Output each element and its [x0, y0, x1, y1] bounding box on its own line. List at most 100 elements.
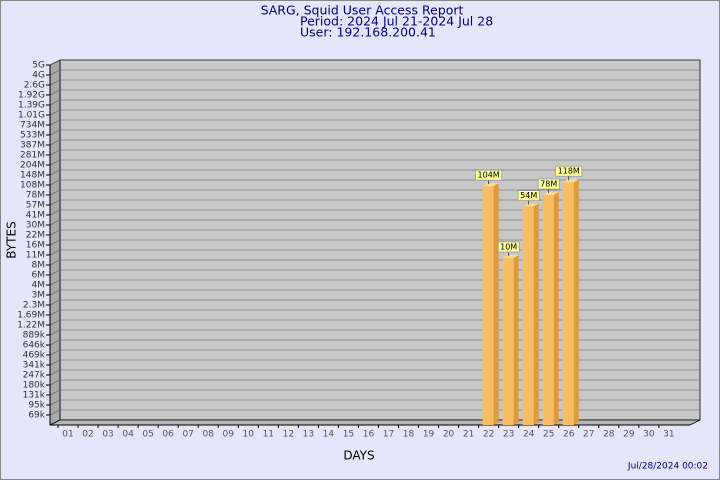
grid-line: [49, 159, 61, 166]
y-tick-label: 4M: [32, 281, 46, 291]
y-tick-label: 108M: [20, 181, 45, 191]
bar-top: [522, 203, 539, 207]
y-tick-label: 180k: [23, 381, 46, 391]
grid-line: [49, 379, 61, 386]
y-tick-label: 646k: [23, 341, 46, 351]
y-tick-label: 387M: [20, 141, 45, 151]
x-tick-label: 22: [483, 430, 494, 440]
x-tick-label: 07: [182, 430, 193, 440]
grid-line: [49, 349, 61, 356]
x-tick-label: 23: [503, 430, 514, 440]
x-tick-label: 25: [543, 430, 554, 440]
grid-line: [49, 209, 61, 216]
value-label: 78M: [540, 180, 557, 189]
grid-line: [49, 369, 61, 376]
grid-line: [49, 179, 61, 186]
bar: [482, 186, 494, 425]
grid-line: [49, 359, 61, 366]
grid-line: [49, 319, 61, 326]
chart-title: SARG, Squid User Access Report: [261, 3, 464, 18]
y-tick-label: 1.22M: [17, 321, 45, 331]
grid-line: [49, 89, 61, 96]
x-tick-label: 27: [583, 430, 594, 440]
x-tick-label: 10: [243, 430, 255, 440]
bar-top: [562, 179, 579, 183]
x-tick-label: 26: [563, 430, 575, 440]
grid-line: [49, 129, 61, 136]
x-tick-label: 05: [142, 430, 153, 440]
x-tick-label: 09: [223, 430, 235, 440]
value-label: 118M: [558, 167, 580, 176]
bar-side: [513, 254, 519, 425]
y-tick-label: 4G: [32, 71, 45, 81]
bar: [562, 182, 574, 425]
y-tick-label: 57M: [26, 201, 45, 211]
grid-line: [49, 199, 61, 206]
y-tick-label: 8M: [32, 261, 46, 271]
grid-line: [49, 229, 61, 236]
y-tick-label: 69k: [28, 411, 45, 421]
x-tick-label: 24: [523, 430, 535, 440]
y-tick-label: 3M: [32, 291, 46, 301]
x-tick-label: 04: [122, 430, 134, 440]
x-tick-label: 28: [603, 430, 615, 440]
value-label-box: [555, 165, 583, 177]
y-tick-label: 41M: [26, 211, 45, 221]
x-tick-label: 17: [383, 430, 394, 440]
grid-line: [49, 259, 61, 266]
y-tick-label: 734M: [20, 121, 45, 131]
value-label-box: [497, 241, 520, 253]
floor: [49, 419, 701, 426]
x-tick-label: 31: [663, 430, 674, 440]
y-tick-label: 11M: [26, 251, 45, 261]
grid-line: [49, 59, 61, 66]
bar-top: [542, 192, 559, 195]
bar-top: [482, 183, 499, 187]
x-tick-label: 30: [643, 430, 655, 440]
bar: [502, 257, 514, 425]
bar-side: [533, 203, 539, 425]
x-tick-label: 16: [363, 430, 375, 440]
value-label-box: [475, 169, 503, 181]
y-tick-label: 6M: [32, 271, 46, 281]
grid-line: [49, 289, 61, 296]
grid-line: [49, 189, 61, 196]
grid-line: [49, 219, 61, 226]
y-tick-label: 889k: [23, 331, 46, 341]
grid-line: [49, 339, 61, 346]
x-tick-label: 14: [323, 430, 335, 440]
x-tick-label: 19: [423, 430, 435, 440]
y-tick-label: 131k: [23, 391, 46, 401]
chart-subtitle: Period: 2024 Jul 21-2024 Jul 28: [300, 14, 493, 29]
x-tick-label: 02: [82, 430, 93, 440]
y-tick-label: 1.39G: [18, 101, 45, 111]
y-tick-label: 5G: [32, 61, 45, 71]
grid-line: [49, 249, 61, 256]
y-tick-label: 78M: [26, 191, 45, 201]
bar-side: [493, 183, 499, 425]
value-label: 104M: [478, 171, 500, 180]
x-tick-label: 06: [162, 430, 174, 440]
x-tick-label: 12: [283, 430, 294, 440]
value-label-box: [537, 178, 560, 190]
grid-line: [49, 169, 61, 176]
y-tick-label: 281M: [20, 151, 45, 161]
x-tick-label: 13: [303, 430, 314, 440]
value-label: 10M: [500, 242, 517, 251]
value-label: 54M: [520, 191, 537, 200]
y-tick-label: 533M: [20, 131, 45, 141]
y-tick-label: 1.69M: [17, 311, 45, 321]
grid-line: [49, 299, 61, 306]
bar-top: [502, 254, 519, 258]
footer-date: Jul/28/2024 00:02: [627, 462, 708, 472]
grid-line: [49, 329, 61, 336]
bar-side: [573, 179, 579, 425]
y-tick-label: 95k: [28, 401, 45, 411]
y-tick-label: 2.3M: [23, 301, 45, 311]
grid-line: [49, 149, 61, 156]
grid-line: [49, 109, 61, 116]
y-tick-label: 204M: [20, 161, 45, 171]
y-tick-label: 22M: [26, 231, 45, 241]
y-tick-label: 247k: [23, 371, 46, 381]
